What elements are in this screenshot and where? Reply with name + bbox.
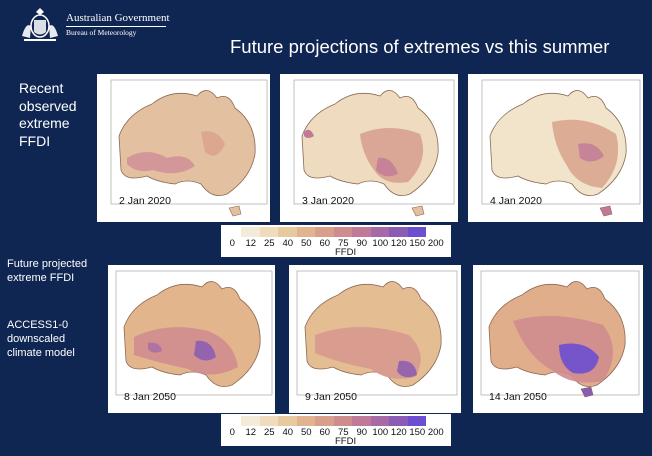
colorbar-tick: 12 bbox=[245, 238, 257, 249]
colorbar-swatch bbox=[259, 227, 279, 237]
australia-map bbox=[296, 270, 458, 396]
colorbar-swatch bbox=[241, 416, 260, 426]
colorbar-swatches bbox=[223, 227, 426, 237]
australia-map bbox=[115, 270, 273, 396]
colorbar-tick: 120 bbox=[390, 238, 407, 249]
colorbar-swatch bbox=[259, 416, 279, 426]
colorbar-swatch bbox=[370, 227, 390, 237]
colorbar-tick: 200 bbox=[427, 238, 444, 249]
australia-map bbox=[293, 79, 455, 217]
panel-date: 4 Jan 2020 bbox=[490, 195, 542, 207]
colorbar-tick: 200 bbox=[427, 427, 444, 438]
map-panel-2: 3 Jan 2020 bbox=[280, 74, 458, 222]
panel-date: 9 Jan 2050 bbox=[305, 391, 357, 403]
colorbar-tick: 50 bbox=[300, 427, 312, 438]
colorbar-swatch bbox=[370, 416, 390, 426]
colorbar-swatch bbox=[407, 416, 426, 426]
colorbar-swatches bbox=[223, 416, 426, 426]
colorbar-swatch bbox=[333, 227, 353, 237]
colorbar-swatch bbox=[352, 416, 371, 426]
colorbar-swatch bbox=[296, 416, 316, 426]
map-panel-6: 14 Jan 2050 bbox=[473, 265, 643, 413]
model-label: ACCESS1-0 downscaled climate model bbox=[7, 319, 75, 359]
australia-map bbox=[481, 79, 641, 217]
colorbar-tick: 100 bbox=[372, 238, 389, 249]
colorbar-swatch bbox=[407, 227, 426, 237]
colorbar-tick: 150 bbox=[409, 427, 426, 438]
colorbar-tick: 50 bbox=[300, 238, 312, 249]
future-label: Future projected extreme FFDI bbox=[7, 258, 88, 284]
colorbar-tick: 0 bbox=[229, 427, 235, 438]
colorbar-tick: 75 bbox=[337, 427, 349, 438]
colorbar-swatch bbox=[315, 416, 334, 426]
colorbar-tick: 150 bbox=[409, 238, 426, 249]
colorbar-tick: 60 bbox=[319, 427, 331, 438]
recent-label: Recent observed extreme FFDI bbox=[19, 80, 77, 149]
panel-date: 3 Jan 2020 bbox=[302, 195, 354, 207]
coat-of-arms-icon bbox=[22, 8, 58, 41]
colorbar-top: 0 12 25 40 50 60 75 90 100 120 150 200 FFDI bbox=[221, 225, 451, 258]
colorbar-swatch bbox=[278, 227, 297, 237]
colorbar-unit: FFDI bbox=[335, 436, 357, 447]
colorbar-tick: 60 bbox=[319, 238, 331, 249]
panel-date: 8 Jan 2050 bbox=[124, 391, 176, 403]
map-panel-1: 2 Jan 2020 bbox=[97, 74, 270, 222]
logo-line1: Australian Government bbox=[66, 12, 170, 24]
map-panel-5: 9 Jan 2050 bbox=[289, 265, 461, 413]
colorbar-tick: 40 bbox=[282, 238, 294, 249]
colorbar-bottom: 0 12 25 40 50 60 75 90 100 120 150 200 FFDI bbox=[221, 414, 451, 447]
colorbar-tick: 25 bbox=[263, 427, 275, 438]
australia-map bbox=[110, 79, 268, 217]
australia-map bbox=[480, 270, 640, 398]
panel-date: 14 Jan 2050 bbox=[489, 391, 547, 403]
colorbar-tick: 75 bbox=[337, 238, 349, 249]
logo-line2: Bureau of Meteorology bbox=[66, 28, 137, 37]
colorbar-tick: 25 bbox=[263, 238, 275, 249]
colorbar-ticks: 0 12 25 40 50 60 75 90 100 120 150 200 bbox=[223, 238, 445, 249]
colorbar-swatch bbox=[223, 416, 242, 426]
colorbar-swatch bbox=[389, 416, 408, 426]
colorbar-swatch bbox=[352, 227, 371, 237]
colorbar-swatch bbox=[333, 416, 353, 426]
colorbar-tick: 0 bbox=[229, 238, 235, 249]
slide-title: Future projections of extremes vs this s… bbox=[230, 36, 610, 57]
colorbar-ticks: 0 12 25 40 50 60 75 90 100 120 150 200 bbox=[223, 427, 445, 438]
bom-logo: Australian Government Bureau of Meteorol… bbox=[18, 6, 170, 46]
colorbar-tick: 12 bbox=[245, 427, 257, 438]
colorbar-tick: 90 bbox=[356, 238, 368, 249]
panel-date: 2 Jan 2020 bbox=[119, 195, 171, 207]
colorbar-tick: 100 bbox=[372, 427, 389, 438]
colorbar-swatch bbox=[241, 227, 260, 237]
colorbar-tick: 90 bbox=[356, 427, 368, 438]
colorbar-swatch bbox=[278, 416, 297, 426]
colorbar-tick: 120 bbox=[390, 427, 407, 438]
colorbar-swatch bbox=[315, 227, 334, 237]
colorbar-swatch bbox=[389, 227, 408, 237]
map-panel-3: 4 Jan 2020 bbox=[468, 74, 643, 222]
colorbar-unit: FFDI bbox=[335, 247, 357, 258]
logo-divider bbox=[66, 26, 166, 27]
colorbar-tick: 40 bbox=[282, 427, 294, 438]
colorbar-swatch bbox=[223, 227, 242, 237]
map-panel-4: 8 Jan 2050 bbox=[108, 265, 275, 413]
colorbar-swatch bbox=[296, 227, 316, 237]
